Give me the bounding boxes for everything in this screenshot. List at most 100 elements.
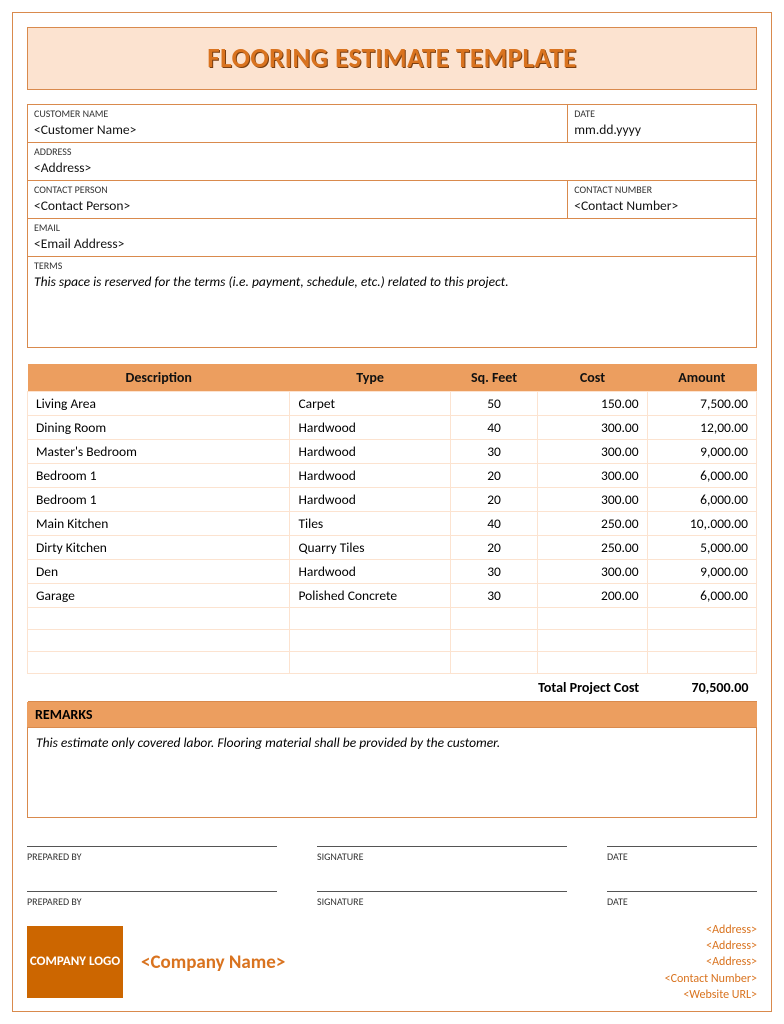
table-row: Master's BedroomHardwood30300.009,000.00 bbox=[28, 440, 757, 464]
th-cost: Cost bbox=[538, 364, 647, 392]
cell-desc: Den bbox=[28, 560, 290, 584]
date-label: DATE bbox=[574, 107, 750, 120]
company-name: <Company Name> bbox=[141, 951, 285, 974]
cell-type: Polished Concrete bbox=[290, 584, 450, 608]
cell-cost: 150.00 bbox=[538, 392, 647, 416]
th-sqft: Sq. Feet bbox=[450, 364, 537, 392]
th-amount: Amount bbox=[647, 364, 756, 392]
date-sig-1: DATE bbox=[607, 846, 757, 863]
cell-amount: 6,000.00 bbox=[647, 584, 756, 608]
table-row: Living AreaCarpet50150.007,500.00 bbox=[28, 392, 757, 416]
cell-amount: 6,000.00 bbox=[647, 488, 756, 512]
cell-sqft: 30 bbox=[450, 584, 537, 608]
cell-sqft: 30 bbox=[450, 560, 537, 584]
table-row: Main KitchenTiles40250.0010,.000.00 bbox=[28, 512, 757, 536]
email-cell: EMAIL <Email Address> bbox=[28, 219, 756, 256]
cell-type: Hardwood bbox=[290, 416, 450, 440]
cell-cost: 300.00 bbox=[538, 488, 647, 512]
footer: COMPANY LOGO <Company Name> <Address><Ad… bbox=[27, 922, 757, 1003]
date-value: mm.dd.yyyy bbox=[574, 121, 641, 138]
cell-amount: 7,500.00 bbox=[647, 392, 756, 416]
cell-cost: 300.00 bbox=[538, 464, 647, 488]
signature-row-2: PREPARED BY SIGNATURE DATE bbox=[27, 891, 757, 908]
cell-desc: Bedroom 1 bbox=[28, 488, 290, 512]
date-cell: DATE mm.dd.yyyy bbox=[568, 105, 756, 142]
cell-amount: 6,000.00 bbox=[647, 464, 756, 488]
remarks-header: REMARKS bbox=[27, 702, 757, 728]
table-row-blank bbox=[28, 630, 757, 652]
contact-number-label: CONTACT NUMBER bbox=[574, 183, 750, 196]
total-row: Total Project Cost 70,500.00 bbox=[28, 674, 757, 702]
cell-desc: Main Kitchen bbox=[28, 512, 290, 536]
cell-type: Hardwood bbox=[290, 440, 450, 464]
customer-name-value: <Customer Name> bbox=[34, 121, 136, 138]
company-address-line: <Contact Number> bbox=[665, 971, 757, 987]
terms-cell: TERMS This space is reserved for the ter… bbox=[28, 257, 756, 347]
table-row-blank bbox=[28, 608, 757, 630]
company-address-line: <Address> bbox=[665, 938, 757, 954]
company-logo: COMPANY LOGO bbox=[27, 926, 123, 998]
cell-amount: 5,000.00 bbox=[647, 536, 756, 560]
cell-type: Hardwood bbox=[290, 488, 450, 512]
cell-desc: Living Area bbox=[28, 392, 290, 416]
table-row: Bedroom 1Hardwood20300.006,000.00 bbox=[28, 464, 757, 488]
cell-desc: Garage bbox=[28, 584, 290, 608]
customer-name-label: CUSTOMER NAME bbox=[34, 107, 561, 120]
signature-2: SIGNATURE bbox=[317, 891, 567, 908]
contact-person-value: <Contact Person> bbox=[34, 197, 130, 214]
table-row-blank bbox=[28, 652, 757, 674]
table-row: GaragePolished Concrete30200.006,000.00 bbox=[28, 584, 757, 608]
email-label: EMAIL bbox=[34, 221, 750, 234]
cell-desc: Dirty Kitchen bbox=[28, 536, 290, 560]
table-row: Bedroom 1Hardwood20300.006,000.00 bbox=[28, 488, 757, 512]
customer-info: CUSTOMER NAME <Customer Name> DATE mm.dd… bbox=[27, 104, 757, 348]
total-value: 70,500.00 bbox=[647, 674, 756, 702]
address-label: ADDRESS bbox=[34, 145, 750, 158]
cell-type: Hardwood bbox=[290, 560, 450, 584]
prepared-by-1: PREPARED BY bbox=[27, 846, 277, 863]
cell-sqft: 20 bbox=[450, 464, 537, 488]
email-value: <Email Address> bbox=[34, 235, 124, 252]
contact-number-value: <Contact Number> bbox=[574, 197, 678, 214]
cell-amount: 9,000.00 bbox=[647, 560, 756, 584]
cell-cost: 250.00 bbox=[538, 512, 647, 536]
cell-cost: 300.00 bbox=[538, 440, 647, 464]
terms-text: This space is reserved for the terms (i.… bbox=[34, 273, 509, 290]
cell-desc: Dining Room bbox=[28, 416, 290, 440]
table-row: Dining RoomHardwood40300.0012,00.00 bbox=[28, 416, 757, 440]
th-type: Type bbox=[290, 364, 450, 392]
cell-sqft: 50 bbox=[450, 392, 537, 416]
cell-desc: Master's Bedroom bbox=[28, 440, 290, 464]
contact-person-cell: CONTACT PERSON <Contact Person> bbox=[28, 181, 568, 218]
cell-sqft: 40 bbox=[450, 512, 537, 536]
address-value: <Address> bbox=[34, 159, 91, 176]
cell-amount: 10,.000.00 bbox=[647, 512, 756, 536]
signature-row-1: PREPARED BY SIGNATURE DATE bbox=[27, 846, 757, 863]
page-title: FLOORING ESTIMATE TEMPLATE bbox=[28, 42, 756, 75]
cell-cost: 300.00 bbox=[538, 560, 647, 584]
table-row: Dirty KitchenQuarry Tiles20250.005,000.0… bbox=[28, 536, 757, 560]
title-banner: FLOORING ESTIMATE TEMPLATE bbox=[27, 27, 757, 90]
total-label: Total Project Cost bbox=[28, 674, 648, 702]
table-header-row: Description Type Sq. Feet Cost Amount bbox=[28, 364, 757, 392]
cell-sqft: 40 bbox=[450, 416, 537, 440]
cell-amount: 12,00.00 bbox=[647, 416, 756, 440]
cell-cost: 300.00 bbox=[538, 416, 647, 440]
remarks-body: This estimate only covered labor. Floori… bbox=[27, 728, 757, 818]
customer-name-cell: CUSTOMER NAME <Customer Name> bbox=[28, 105, 568, 142]
estimate-page: FLOORING ESTIMATE TEMPLATE CUSTOMER NAME… bbox=[12, 12, 772, 1012]
company-address-line: <Website URL> bbox=[665, 987, 757, 1003]
company-address-line: <Address> bbox=[665, 922, 757, 938]
items-table: Description Type Sq. Feet Cost Amount Li… bbox=[27, 364, 757, 702]
cell-sqft: 30 bbox=[450, 440, 537, 464]
th-description: Description bbox=[28, 364, 290, 392]
contact-number-cell: CONTACT NUMBER <Contact Number> bbox=[568, 181, 756, 218]
company-address-line: <Address> bbox=[665, 954, 757, 970]
cell-amount: 9,000.00 bbox=[647, 440, 756, 464]
cell-cost: 250.00 bbox=[538, 536, 647, 560]
company-address-block: <Address><Address><Address><Contact Numb… bbox=[665, 922, 757, 1003]
cell-desc: Bedroom 1 bbox=[28, 464, 290, 488]
address-cell: ADDRESS <Address> bbox=[28, 143, 756, 180]
terms-label: TERMS bbox=[34, 259, 750, 272]
contact-person-label: CONTACT PERSON bbox=[34, 183, 561, 196]
